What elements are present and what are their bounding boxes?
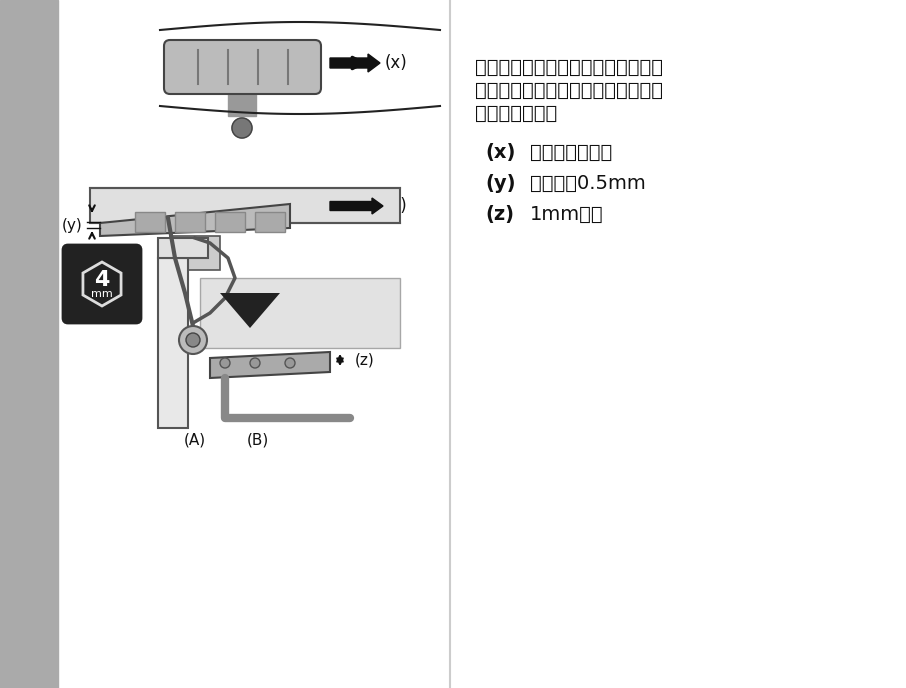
Circle shape — [220, 358, 230, 368]
Polygon shape — [100, 204, 290, 236]
Bar — [158, 258, 188, 428]
Bar — [135, 212, 165, 232]
Circle shape — [186, 333, 200, 347]
Text: (x): (x) — [485, 143, 516, 162]
Text: よう調整した後、シュー固定ボルト: よう調整した後、シュー固定ボルト — [475, 81, 663, 100]
Bar — [215, 212, 245, 232]
Text: (z): (z) — [355, 352, 375, 367]
Text: トーイン0.5mm: トーイン0.5mm — [530, 174, 646, 193]
Text: (x): (x) — [385, 197, 408, 215]
Text: mm: mm — [92, 289, 113, 299]
Bar — [170, 236, 220, 270]
Polygon shape — [210, 352, 330, 378]
FancyBboxPatch shape — [164, 40, 321, 94]
Circle shape — [232, 118, 252, 138]
Polygon shape — [83, 262, 121, 306]
Circle shape — [179, 326, 207, 354]
Text: (y): (y) — [62, 217, 82, 233]
Bar — [90, 188, 400, 223]
Text: シュー面とリム面が図のようになる: シュー面とリム面が図のようになる — [475, 58, 663, 77]
Text: を締付けます。: を締付けます。 — [475, 104, 557, 123]
FancyBboxPatch shape — [63, 245, 141, 323]
Circle shape — [250, 358, 260, 368]
Bar — [228, 88, 256, 116]
Bar — [255, 212, 285, 232]
Text: (x): (x) — [385, 54, 408, 72]
Circle shape — [285, 358, 295, 368]
Text: 1mm以上: 1mm以上 — [530, 205, 603, 224]
Text: (B): (B) — [246, 432, 269, 447]
Bar — [0, 0, 58, 688]
Text: 4: 4 — [94, 270, 110, 290]
Bar — [200, 278, 400, 348]
Bar — [175, 212, 205, 232]
Bar — [158, 238, 208, 258]
Text: (A): (A) — [184, 432, 206, 447]
Polygon shape — [220, 293, 280, 328]
Text: (y): (y) — [485, 174, 516, 193]
Text: リムの回転方向: リムの回転方向 — [530, 143, 612, 162]
Text: (z): (z) — [485, 205, 514, 224]
FancyArrow shape — [330, 54, 380, 72]
FancyArrow shape — [330, 198, 383, 214]
